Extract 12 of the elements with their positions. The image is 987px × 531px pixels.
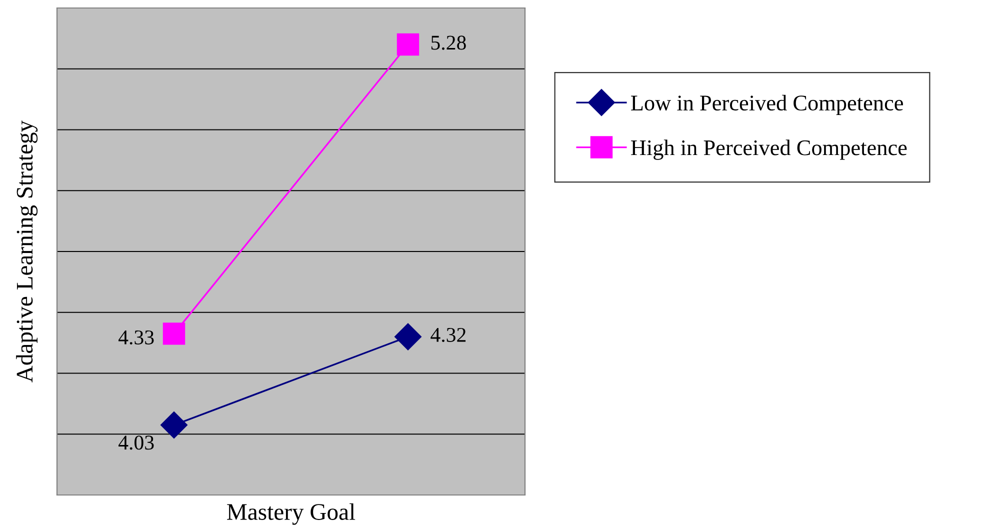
point	[396, 33, 420, 56]
point	[160, 412, 188, 438]
y-axis-title: Adaptive Learning Strategy	[16, 120, 38, 382]
data-label: 4.33	[118, 330, 154, 345]
point	[162, 322, 186, 345]
legend-label: Low in Perceived Competence	[631, 94, 903, 116]
legend-label: High in Perceived Competence	[631, 140, 907, 160]
data-label: 4.32	[430, 328, 466, 342]
data-label: 5.28	[431, 36, 466, 50]
x-axis-title: Mastery Goal	[227, 503, 356, 525]
point	[394, 323, 422, 350]
data-label: 4.03	[118, 436, 154, 450]
